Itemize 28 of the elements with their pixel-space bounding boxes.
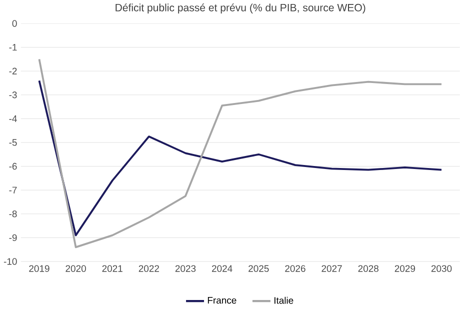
line-series xyxy=(38,58,442,248)
y-tick-label: -2 xyxy=(9,68,17,75)
y-tick-label: 0 xyxy=(12,20,17,28)
x-tick-label: 2022 xyxy=(138,265,159,272)
y-tick-label: -8 xyxy=(9,210,17,218)
y-tick-label: -7 xyxy=(9,187,17,194)
chart-title: Déficit public passé et prévu (% du PIB, source WEO) xyxy=(116,4,366,14)
legend-label: Italie xyxy=(274,297,294,304)
y-tick-label: -5 xyxy=(9,139,17,146)
x-tick-label: 2030 xyxy=(431,265,452,272)
y-tick-label: -10 xyxy=(4,258,17,266)
x-tick-label: 2023 xyxy=(175,265,196,272)
y-tick-label: -9 xyxy=(9,234,17,242)
legend-label: France xyxy=(208,297,236,304)
x-tick-label: 2025 xyxy=(248,265,269,272)
x-tick-label: 2020 xyxy=(66,265,86,272)
x-tick-label: 2024 xyxy=(212,265,232,272)
x-tick-label: 2026 xyxy=(285,265,306,272)
y-tick-label: -6 xyxy=(9,163,17,170)
y-tick-label: -4 xyxy=(9,116,17,122)
line-series xyxy=(38,80,442,236)
x-tick-label: 2019 xyxy=(29,265,50,272)
x-tick-label: 2028 xyxy=(358,265,378,272)
y-tick-label: -3 xyxy=(9,92,17,98)
x-tick-label: 2021 xyxy=(102,265,122,272)
x-tick-label: 2029 xyxy=(394,265,416,272)
x-tick-label: 2027 xyxy=(322,265,342,272)
y-tick-label: -1 xyxy=(9,44,17,51)
